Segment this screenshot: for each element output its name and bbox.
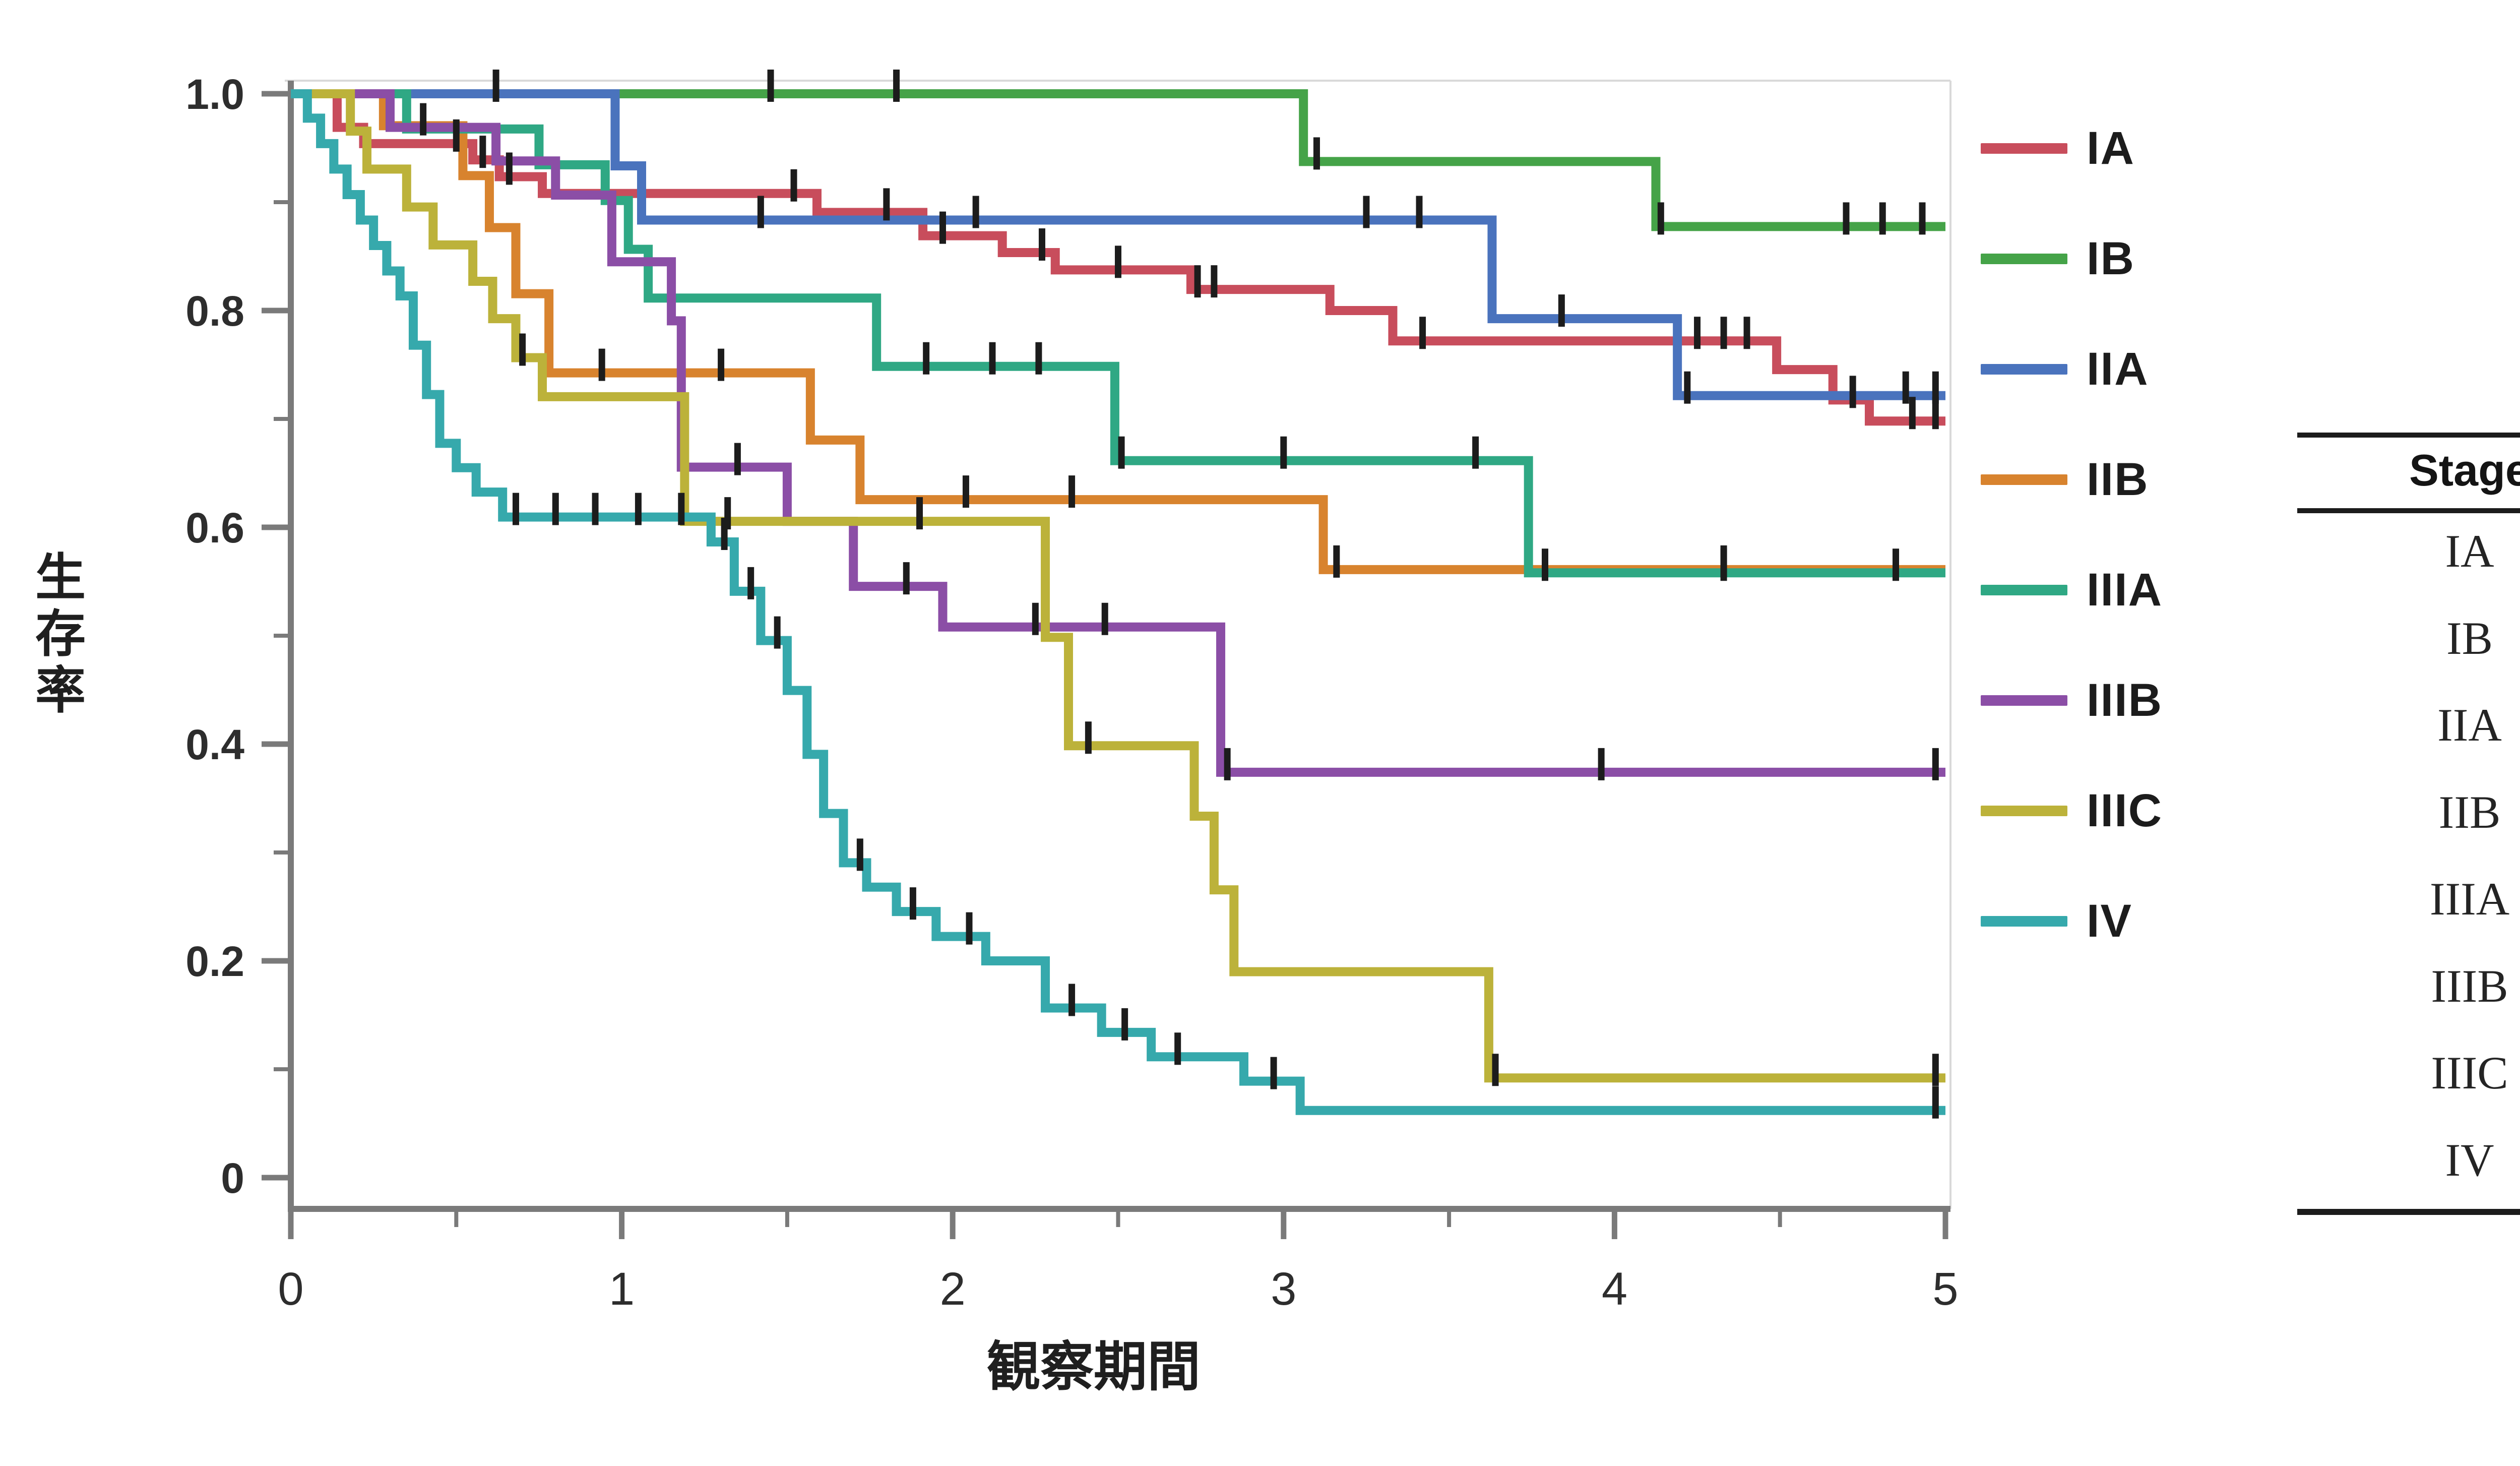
- survival-rate-table: Stage5年生存率（%）IA69.8IB87.8IIA72.1IIB56.1I…: [2297, 413, 2520, 1230]
- y-tick-label: 0.2: [185, 938, 244, 985]
- table-rule: [2297, 508, 2520, 513]
- table-row-stage: IIB: [2438, 786, 2501, 838]
- km-curve-IIIA: [291, 89, 1945, 578]
- legend-swatch-IIIA: [1981, 584, 2067, 595]
- km-curve-IA: [291, 89, 1945, 426]
- x-tick-label: 3: [1271, 1263, 1296, 1315]
- legend-swatch-IIA: [1981, 363, 2067, 375]
- legend-item-IIIC: IIIC: [1981, 783, 2163, 838]
- table-rule: [2297, 1209, 2520, 1215]
- legend-item-IIB: IIB: [1981, 452, 2149, 507]
- legend-label: IIIA: [2087, 564, 2163, 616]
- table-header-stage: Stage: [2409, 445, 2520, 495]
- legend-label: IIB: [2087, 453, 2149, 505]
- legend-item-IA: IA: [1981, 120, 2135, 176]
- legend-swatch-IIIB: [1981, 695, 2067, 706]
- legend-item-IIIA: IIIA: [1981, 562, 2163, 618]
- km-curve-IB: [291, 89, 1945, 231]
- y-tick-label: 0.8: [185, 287, 244, 335]
- y-tick-label: 0.4: [185, 721, 244, 768]
- legend-label: IIIC: [2087, 784, 2163, 836]
- legend-label: IIIB: [2087, 674, 2163, 726]
- x-tick-label: 5: [1932, 1263, 1958, 1315]
- table-row-stage: IA: [2445, 525, 2494, 577]
- y-tick-label: 0.6: [185, 504, 244, 552]
- legend-swatch-IA: [1981, 143, 2067, 154]
- table-row-stage: IV: [2445, 1134, 2494, 1186]
- legend-swatch-IIB: [1981, 474, 2067, 485]
- y-tick-label: 0: [221, 1154, 244, 1202]
- y-axis-title: 生 存 率: [35, 549, 86, 719]
- legend-item-IIA: IIA: [1981, 341, 2149, 397]
- legend-item-IB: IB: [1981, 231, 2135, 286]
- table-row-stage: IIIB: [2431, 960, 2508, 1012]
- table-row-stage: IIA: [2437, 699, 2502, 751]
- x-tick-label: 2: [940, 1263, 966, 1315]
- legend: IA IB IIA IIB IIIA IIIB IIIC IV: [1981, 0, 2283, 1059]
- legend-swatch-IV: [1981, 915, 2067, 927]
- legend-item-IV: IV: [1981, 893, 2132, 949]
- legend-label: IB: [2087, 232, 2135, 284]
- km-curve-IIIC: [291, 89, 1945, 1083]
- legend-item-IIIB: IIIB: [1981, 673, 2163, 728]
- table-row-stage: IIIC: [2431, 1047, 2508, 1098]
- x-tick-label: 0: [278, 1263, 303, 1315]
- x-tick-label: 4: [1602, 1263, 1627, 1315]
- km-curve-IIA: [291, 89, 1945, 400]
- legend-swatch-IIIC: [1981, 805, 2067, 816]
- x-axis-title: 観察期間: [987, 1337, 1201, 1397]
- table-row-stage: IIIA: [2429, 873, 2510, 925]
- table-rule: [2297, 433, 2520, 438]
- table-row-stage: IB: [2446, 612, 2493, 664]
- x-tick-label: 1: [609, 1263, 635, 1315]
- km-curve-IIIB: [291, 89, 1945, 777]
- legend-label: IA: [2087, 122, 2135, 174]
- y-tick-label: 1.0: [185, 71, 244, 118]
- legend-label: IIA: [2087, 343, 2149, 395]
- legend-swatch-IB: [1981, 253, 2067, 264]
- legend-label: IV: [2087, 895, 2132, 947]
